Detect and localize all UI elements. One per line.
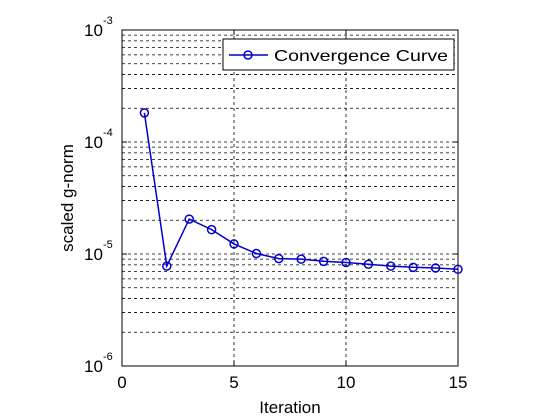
x-tick-label: 15 bbox=[449, 373, 468, 392]
y-tick-label: 10 bbox=[84, 245, 103, 264]
plot-frame bbox=[122, 30, 458, 366]
y-tick-exponent: -4 bbox=[103, 127, 113, 139]
grid-lines bbox=[122, 30, 458, 366]
series-layer bbox=[140, 109, 462, 273]
y-tick-exponent: -3 bbox=[103, 15, 113, 27]
x-tick-label: 5 bbox=[229, 373, 238, 392]
series-line bbox=[144, 113, 458, 269]
y-tick-label: 10 bbox=[84, 357, 103, 376]
y-tick-label: 10 bbox=[84, 21, 103, 40]
y-tick-exponent: -6 bbox=[103, 351, 113, 363]
x-tick-label: 10 bbox=[337, 373, 356, 392]
x-axis-label: Iteration bbox=[259, 398, 320, 417]
y-tick-exponent: -5 bbox=[103, 239, 113, 251]
y-tick-label: 10 bbox=[84, 133, 103, 152]
y-axis-label: scaled g-norm bbox=[58, 144, 77, 252]
legend: Convergence Curve bbox=[223, 39, 454, 70]
x-tick-label: 0 bbox=[117, 373, 126, 392]
legend-label: Convergence Curve bbox=[274, 48, 448, 65]
